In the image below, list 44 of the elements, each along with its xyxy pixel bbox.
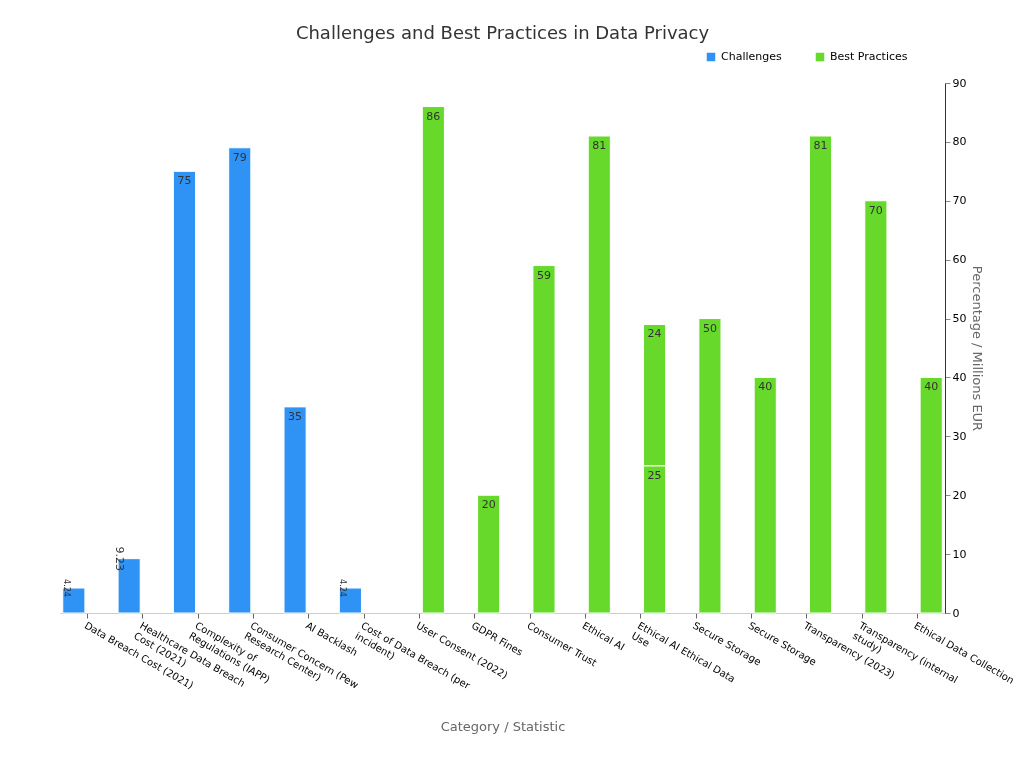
y2-tick-label: 50 [952,312,967,326]
data-label: 24 [647,327,662,341]
legend-label: Best Practices [830,50,908,63]
chart-title: Challenges and Best Practices in Data Privacy [295,22,710,43]
bar [477,494,501,614]
y2-tick-label: 30 [952,429,967,443]
y2-tick-label: 80 [952,135,967,149]
data-label: 79 [232,150,247,164]
bar [532,265,556,614]
legend-label: Challenges [721,50,782,63]
y2-tick-label: 70 [952,194,967,208]
y2-tick-label: 90 [952,76,967,90]
y2-tick-label: 20 [952,488,967,502]
data-label: 70 [868,203,883,217]
bar [919,376,943,614]
y2-tick-label: 40 [952,370,967,384]
bar [172,170,197,614]
data-label: 59 [536,268,551,282]
y2-tick-label: 0 [952,606,960,620]
data-label: 86 [426,109,441,123]
data-label: 20 [481,498,496,512]
x-axis-title: Category / Statistic [440,719,566,735]
data-label: 50 [702,321,717,335]
data-label: 35 [288,409,303,423]
bar [808,135,833,614]
y2-tick-label: 10 [952,547,967,561]
data-label: 4.24 [338,579,348,597]
bar [228,147,252,614]
bar [698,318,722,614]
y2-tick-label: 60 [952,253,967,267]
data-label: 75 [177,174,192,188]
bar [587,135,611,614]
bar [283,406,307,614]
data-label: 40 [758,380,773,394]
y2-axis-title: Percentage / Millions EUR [970,265,986,432]
data-label: 81 [813,139,828,152]
bar [753,376,777,614]
data-label: 40 [924,380,939,394]
bar [864,200,888,614]
data-label: 81 [592,139,607,152]
data-label: 25 [647,468,662,482]
data-label: 9.23 [113,546,127,571]
bar [421,106,445,614]
data-label: 4.24 [61,579,71,597]
